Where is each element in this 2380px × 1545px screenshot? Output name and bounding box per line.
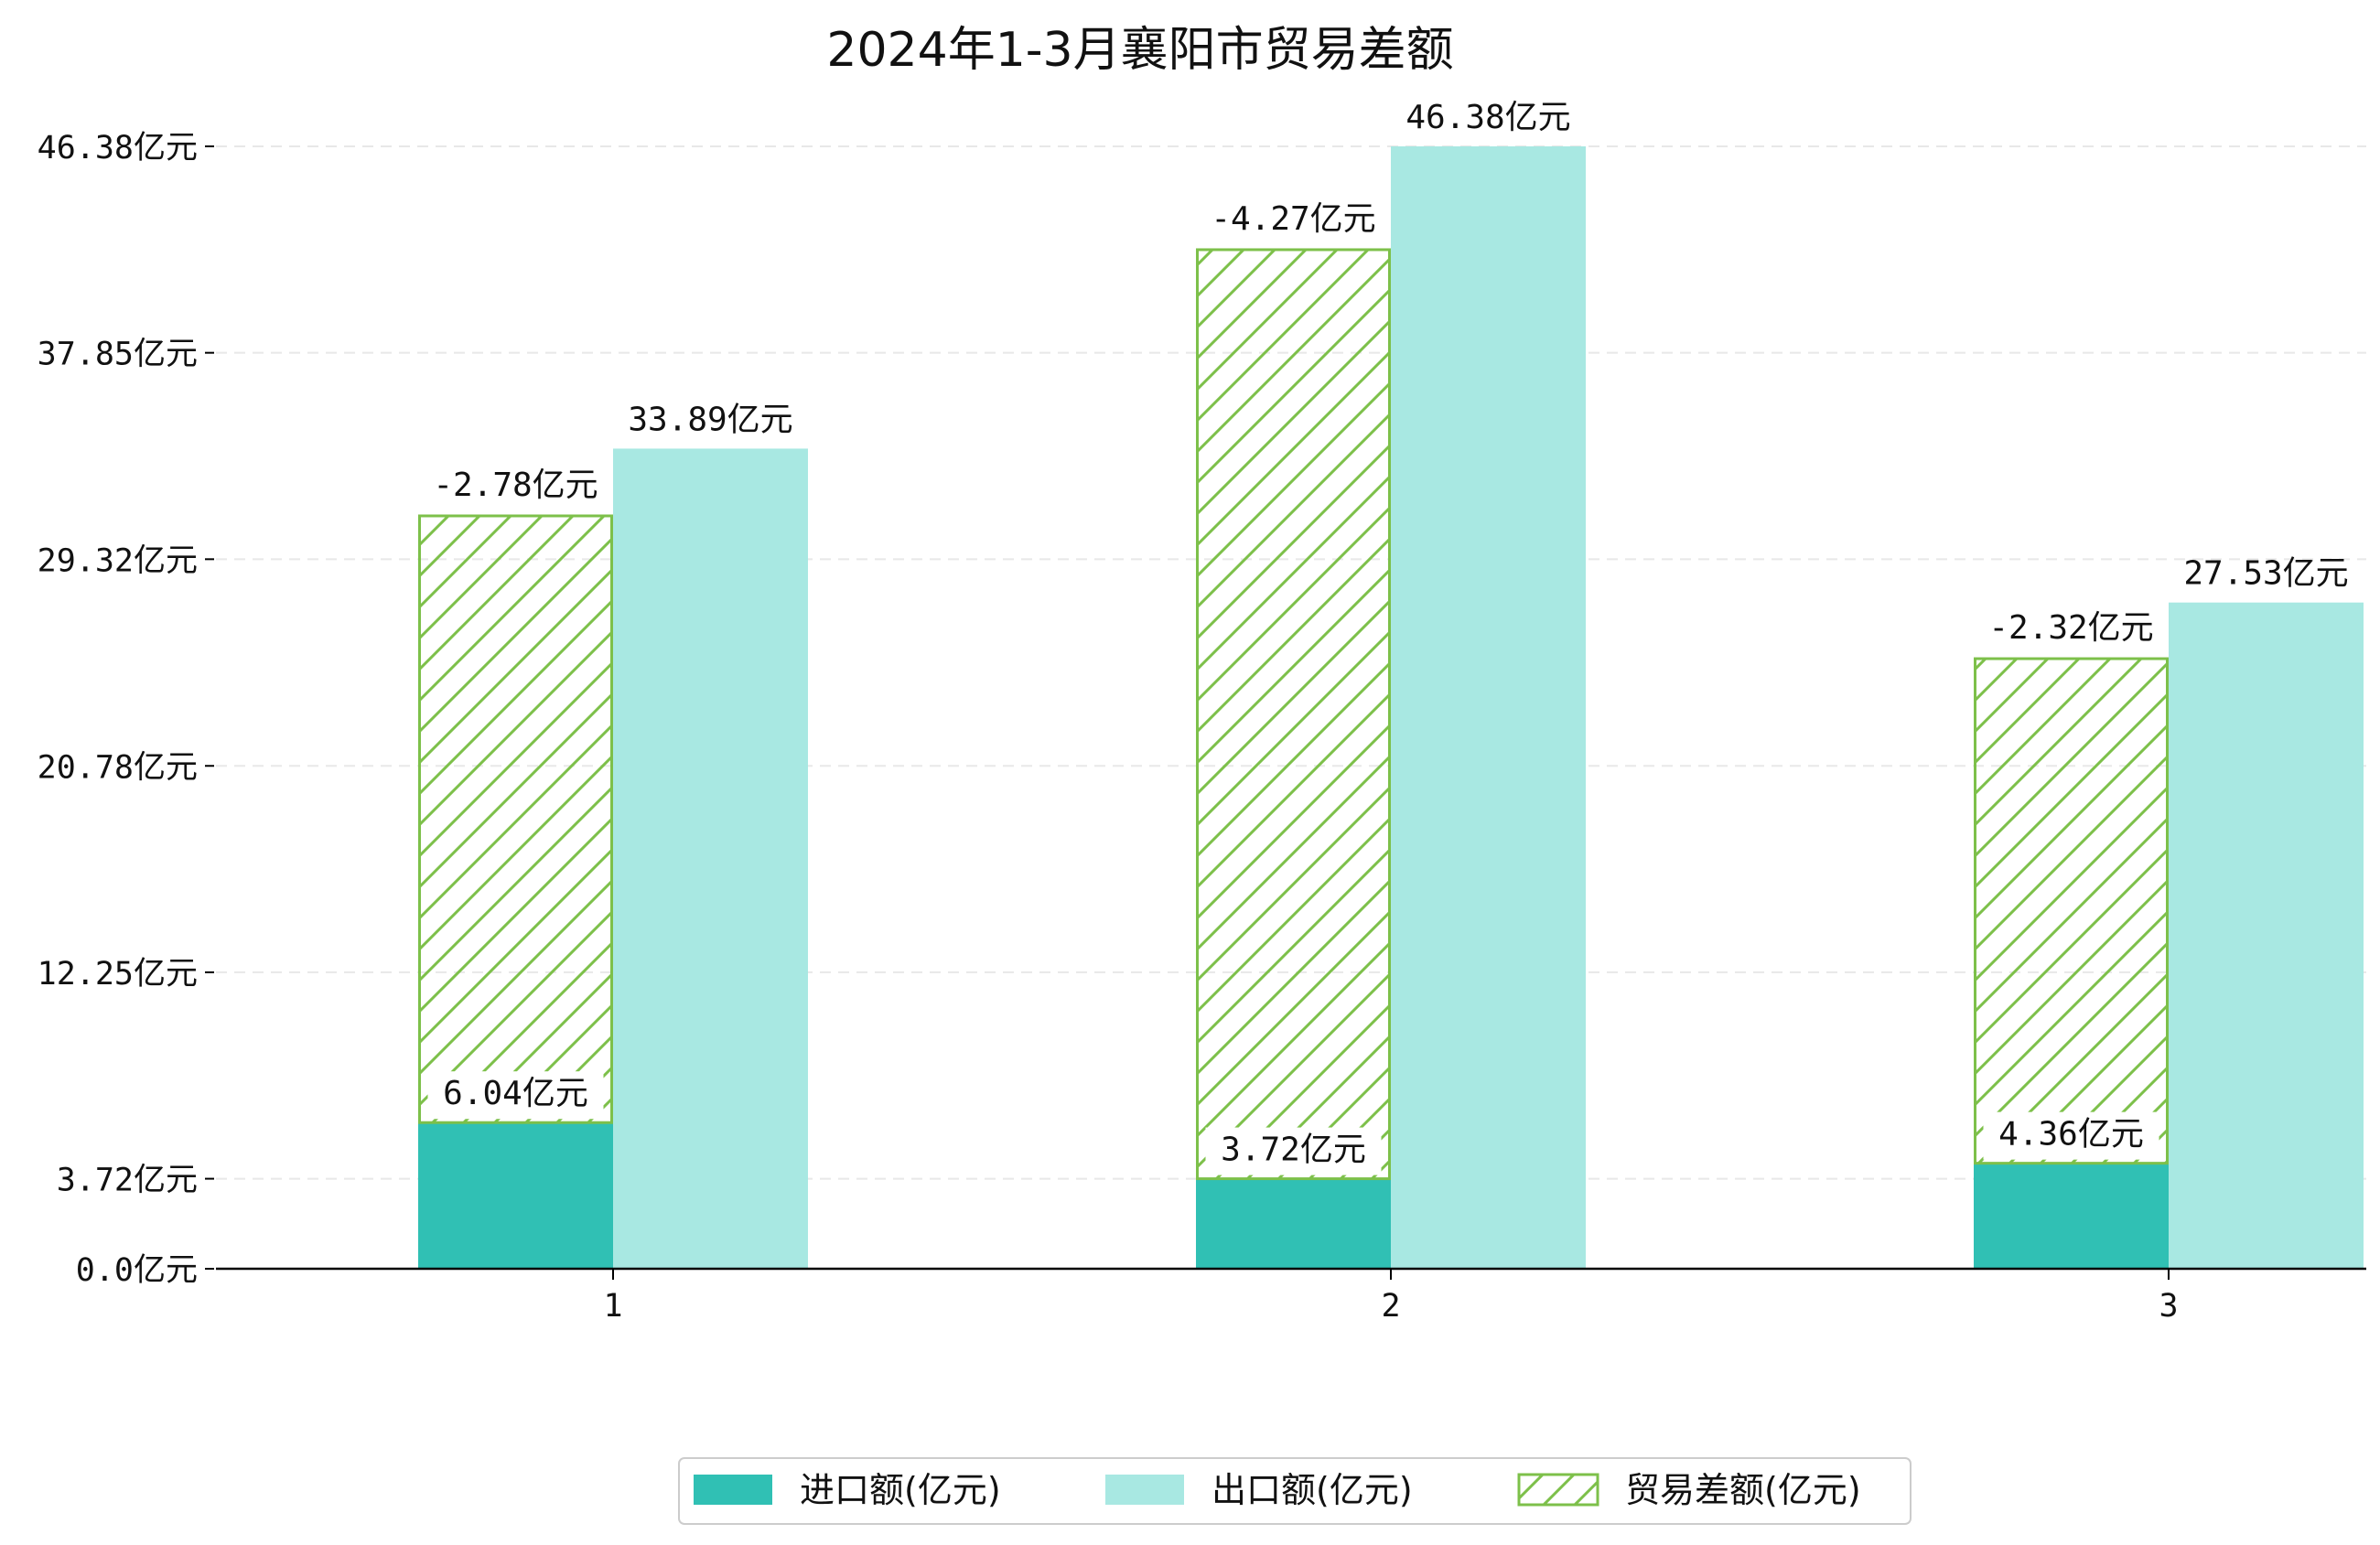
export-value-label: 27.53亿元: [2183, 555, 2348, 593]
bars: [418, 146, 2364, 1269]
balance-bar: [1974, 657, 2169, 1165]
legend-label-export: 出口额(亿元): [1212, 1470, 1413, 1510]
legend-label-import: 进口额(亿元): [800, 1470, 1001, 1510]
legend-frame: [678, 1457, 1912, 1525]
y-tick-label: 12.25亿元: [38, 956, 198, 992]
export-bar: [613, 448, 808, 1269]
import-bar: [1974, 1163, 2169, 1269]
import-value-label: 3.72亿元: [1221, 1132, 1366, 1169]
y-tick-label: 0.0亿元: [76, 1252, 198, 1289]
balance-value-label: -2.78亿元: [433, 467, 598, 504]
export-value-label: 46.38亿元: [1405, 99, 1570, 136]
legend-swatch-balance: [1517, 1473, 1599, 1507]
y-tick-label: 20.78亿元: [38, 749, 198, 786]
legend-swatch-export: [1105, 1475, 1184, 1505]
balance-value-label: -4.27亿元: [1211, 200, 1375, 238]
x-tick-label: 2: [1381, 1288, 1400, 1325]
import-label-bg: [1983, 1111, 2159, 1160]
chart-title: 2024年1-3月襄阳市贸易差额: [826, 23, 1453, 78]
import-label-bg: [1205, 1127, 1382, 1175]
export-value-label: 33.89亿元: [628, 401, 792, 438]
legend-swatch-import: [694, 1475, 772, 1505]
import-label-bg: [427, 1071, 604, 1120]
import-bar: [1196, 1178, 1391, 1269]
import-value-label: 4.36亿元: [1998, 1116, 2144, 1153]
y-tick-label: 29.32亿元: [38, 542, 198, 579]
balance-value-label: -2.32亿元: [1988, 609, 2153, 647]
x-tick-label: 3: [2159, 1288, 2178, 1325]
data-labels: 6.04亿元 33.89亿元 -2.78亿元 3.72亿元 46.38亿元 -4.27亿元…: [427, 99, 2349, 1175]
balance-bar: [418, 514, 613, 1124]
y-tick-label: 46.38亿元: [38, 130, 198, 166]
y-tick-label: 37.85亿元: [38, 337, 198, 373]
export-bar: [2169, 602, 2364, 1269]
legend: 进口额(亿元) 出口额(亿元) 贸易差额(亿元): [678, 1457, 1912, 1525]
import-bar: [418, 1122, 613, 1269]
import-value-label: 6.04亿元: [443, 1075, 588, 1112]
axes: 0.0亿元 3.72亿元 12.25亿元 20.78亿元 29.32亿元 37.85亿元 4…: [38, 130, 2366, 1325]
y-tick-label: 3.72亿元: [57, 1163, 198, 1199]
balance-bar: [1196, 248, 1391, 1181]
x-tick-label: 1: [603, 1288, 622, 1325]
legend-label-balance: 贸易差额(亿元): [1625, 1470, 1861, 1510]
export-bar: [1391, 146, 1586, 1269]
